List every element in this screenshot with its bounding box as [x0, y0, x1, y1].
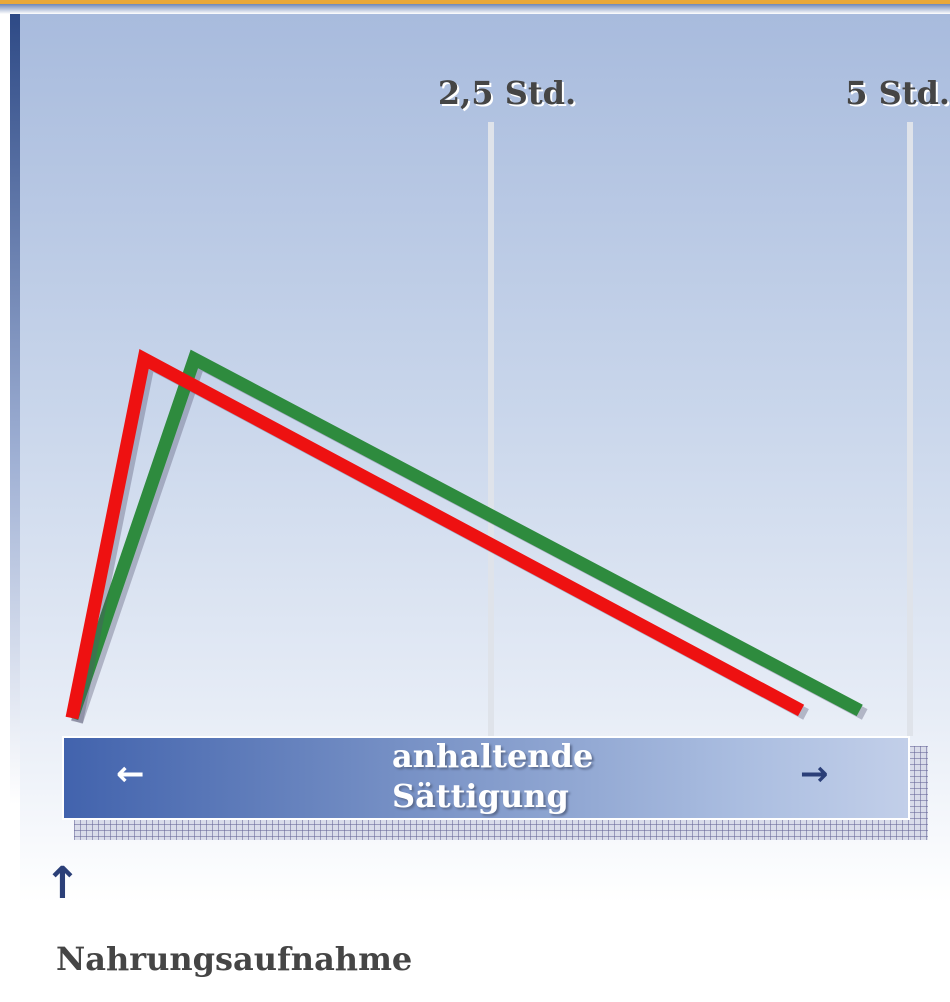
- food-intake-label: Nahrungsaufnahme: [56, 940, 413, 978]
- x-tick-label-1: 5 Std.: [845, 74, 950, 112]
- satiety-band-label: anhaltende Sättigung: [392, 736, 622, 816]
- band-label-line2: Sättigung: [392, 777, 569, 815]
- top-accent-stripe: [0, 0, 950, 4]
- series-line-1: [65, 349, 805, 720]
- left-edge-bar: [10, 14, 20, 1002]
- band-label-line1: anhaltende: [392, 737, 594, 775]
- series-line-0: [65, 349, 863, 721]
- gridlines: [488, 122, 913, 736]
- up-arrow-icon: ↑: [44, 858, 81, 909]
- series-shadow-0: [71, 354, 868, 724]
- series-layer: [65, 349, 868, 724]
- satiety-band: [62, 736, 910, 820]
- left-arrow-icon: ←: [116, 754, 145, 794]
- x-tick-label-0: 2,5 Std.: [437, 74, 577, 112]
- right-arrow-icon: →: [800, 754, 829, 794]
- top-shadow: [0, 4, 950, 14]
